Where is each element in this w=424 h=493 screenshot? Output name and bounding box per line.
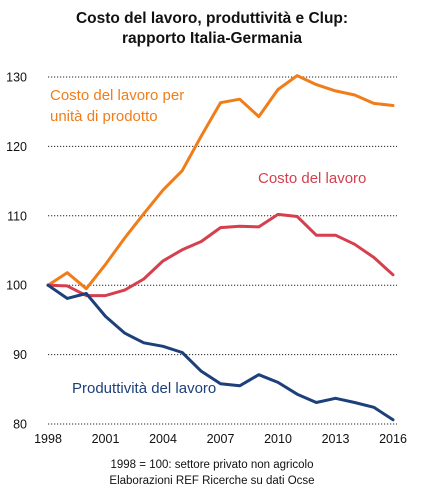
y-tick-label: 130: [6, 71, 27, 85]
x-tick-label: 2007: [207, 432, 235, 446]
series-label-1: unità di prodotto: [50, 108, 158, 125]
series-label-3: Produttività del lavoro: [72, 380, 216, 397]
series-labels: Costo del lavoro per unità di prodotto Cos…: [50, 87, 366, 397]
base-year-note: 1998 = 100: settore privato non agricolo: [111, 459, 314, 471]
series-line-1: [46, 74, 395, 291]
chart-title-line-2: rapporto Italia-Germania: [122, 30, 302, 47]
x-tick-label: 2010: [264, 432, 292, 446]
series-label-2: Costo del lavoro: [258, 170, 366, 187]
series-label-1: Costo del lavoro per: [50, 87, 184, 104]
x-tick-label: 2016: [379, 432, 407, 446]
series-lines: [46, 74, 395, 422]
x-axis-tick-labels: 1998 2001 2004 2007 2010 2013 2016: [34, 432, 407, 446]
x-tick-label: 2004: [149, 432, 177, 446]
series-line-3: [46, 283, 395, 422]
source-note: Elaborazioni REF Ricerche su dati Ocse: [109, 475, 314, 487]
y-tick-label: 80: [13, 418, 27, 432]
x-tick-label: 2013: [322, 432, 350, 446]
y-tick-label: 90: [13, 348, 27, 362]
y-tick-label: 110: [7, 209, 27, 223]
y-tick-label: 100: [6, 279, 27, 293]
y-tick-label: 120: [6, 140, 27, 154]
x-tick-label: 1998: [34, 432, 62, 446]
x-tick-label: 2001: [92, 432, 120, 446]
chart-title-line-1: Costo del lavoro, produttività e Clup:: [76, 10, 348, 27]
series-line-2: [46, 212, 395, 298]
grid-lines: [48, 76, 397, 425]
y-axis-tick-labels: 80 90 100 110 120 130: [6, 71, 27, 432]
